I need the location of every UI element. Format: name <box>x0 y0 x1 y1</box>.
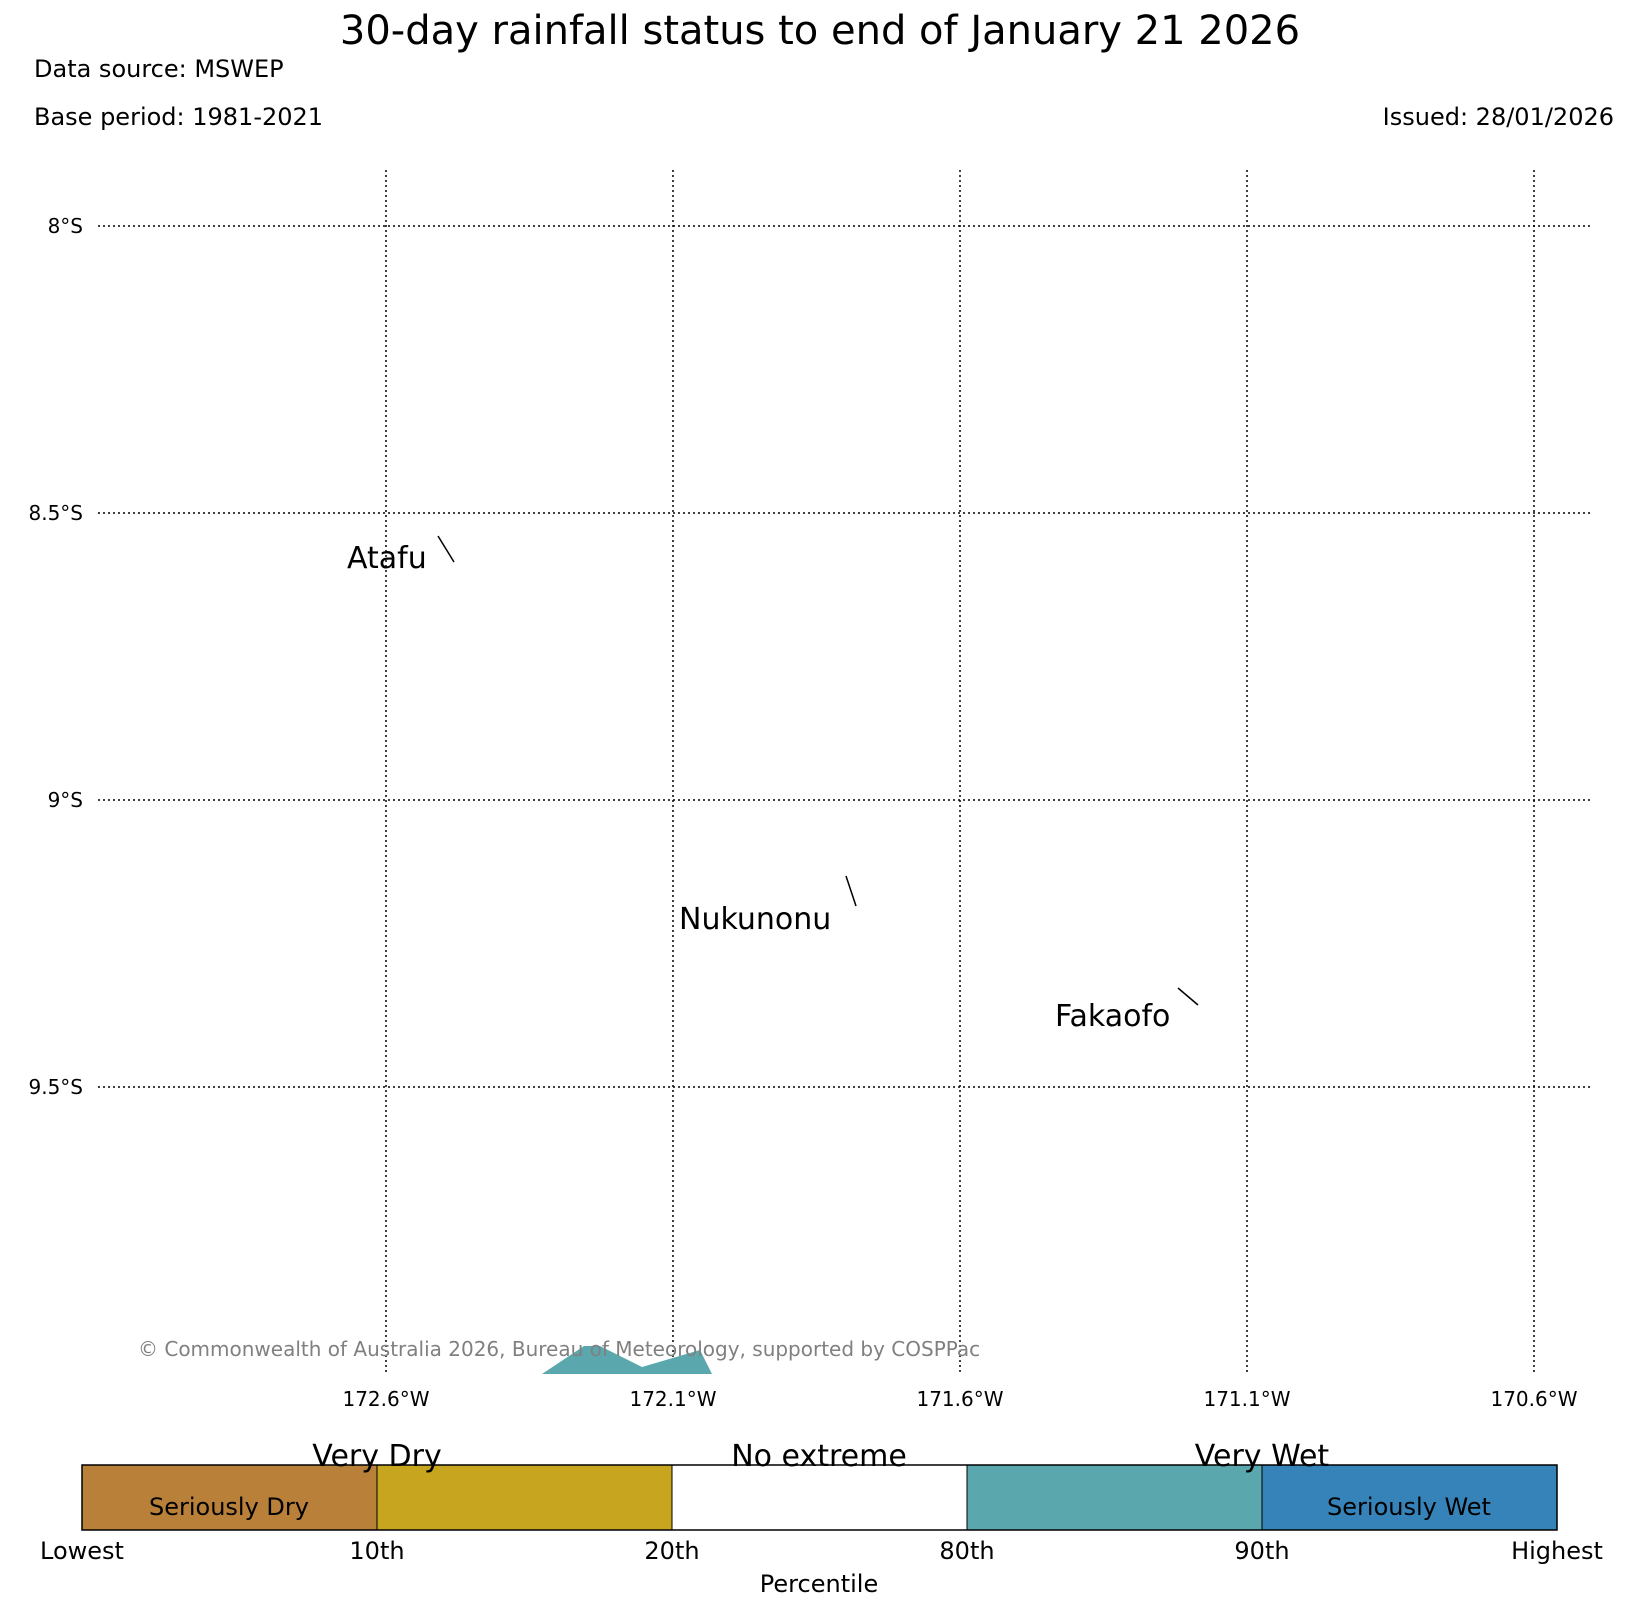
lon-label-171-6w: 171.6°W <box>916 1387 1003 1411</box>
lon-label-172-6w: 172.6°W <box>342 1387 429 1411</box>
legend-label-seriously-dry: Seriously Dry <box>149 1493 309 1521</box>
data-source: Data source: MSWEP <box>34 55 284 83</box>
nukunonu-atoll-shape <box>845 875 857 907</box>
legend-label-no-extreme: No extreme <box>731 1439 907 1474</box>
percentile-legend: Very Dry No extreme Very Wet Seriously D… <box>40 1439 1603 1598</box>
lat-label-8-5s: 8.5°S <box>28 501 83 525</box>
base-period: Base period: 1981-2021 <box>34 103 324 131</box>
legend-segment-very-dry <box>377 1465 672 1530</box>
place-atafu: Atafu <box>347 541 427 576</box>
legend-label-seriously-wet: Seriously Wet <box>1327 1493 1491 1521</box>
lat-label-9s: 9°S <box>48 788 83 812</box>
very-wet-shaded-area <box>542 1346 712 1374</box>
legend-tick-10th: 10th <box>349 1537 404 1565</box>
legend-segment-seriously-wet <box>1262 1465 1557 1530</box>
legend-tick-80th: 80th <box>939 1537 994 1565</box>
lon-label-172-1w: 172.1°W <box>629 1387 716 1411</box>
lat-label-9-5s: 9.5°S <box>28 1075 83 1099</box>
lon-label-171-1w: 171.1°W <box>1203 1387 1290 1411</box>
longitude-gridlines <box>385 170 1535 1374</box>
legend-label-very-dry: Very Dry <box>312 1439 441 1474</box>
legend-label-very-wet: Very Wet <box>1195 1439 1330 1474</box>
place-fakaofo: Fakaofo <box>1055 999 1170 1034</box>
lon-label-170-6w: 170.6°W <box>1490 1387 1577 1411</box>
lat-label-8s: 8°S <box>48 214 83 238</box>
legend-axis-label: Percentile <box>760 1570 878 1598</box>
legend-tick-20th: 20th <box>644 1537 699 1565</box>
legend-frame <box>81 1464 1558 1531</box>
place-nukunonu: Nukunonu <box>679 902 831 937</box>
fakaofo-atoll-shape <box>1177 987 1199 1006</box>
issued-date: Issued: 28/01/2026 <box>1382 103 1614 131</box>
latitude-gridlines <box>98 225 1592 1088</box>
legend-tick-90th: 90th <box>1234 1537 1289 1565</box>
legend-segment-no-extreme <box>672 1465 967 1530</box>
copyright-notice: © Commonwealth of Australia 2026, Bureau… <box>138 1337 980 1361</box>
legend-segment-very-wet <box>967 1465 1262 1530</box>
atafu-atoll-shape <box>437 535 455 563</box>
map-title: 30-day rainfall status to end of January… <box>339 8 1301 54</box>
legend-tick-highest: Highest <box>1511 1537 1603 1565</box>
legend-segment-seriously-dry <box>82 1465 377 1530</box>
legend-tick-lowest: Lowest <box>40 1537 124 1565</box>
